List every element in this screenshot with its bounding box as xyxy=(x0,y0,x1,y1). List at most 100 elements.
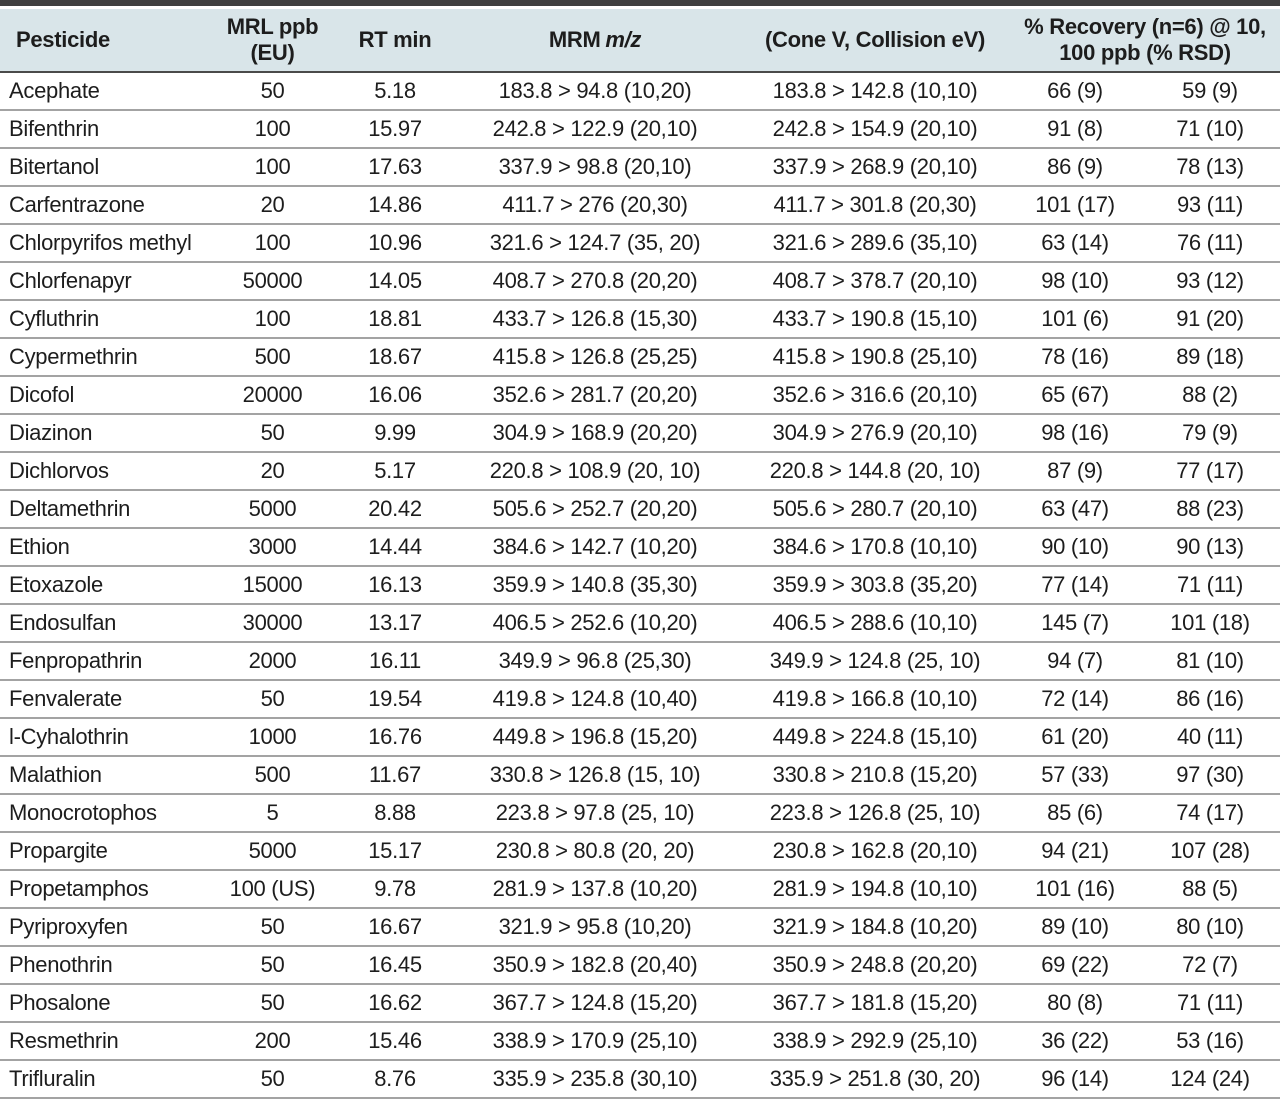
mrm-transition-1-cell: 352.6 > 281.7 (20,20) xyxy=(450,376,740,415)
recovery-100ppb-cell: 107 (28) xyxy=(1140,832,1280,871)
mrm-transition-2-cell: 352.6 > 316.6 (20,10) xyxy=(740,376,1010,415)
table-row: Trifluralin 50 8.76 335.9 > 235.8 (30,10) 33… xyxy=(0,1060,1280,1099)
recovery-100ppb-cell: 53 (16) xyxy=(1140,1022,1280,1061)
mrm-transition-2-cell: 350.9 > 248.8 (20,20) xyxy=(740,946,1010,985)
rt-cell: 5.17 xyxy=(340,452,450,491)
mrm-transition-1-cell: 330.8 > 126.8 (15, 10) xyxy=(450,756,740,795)
pesticide-cell: l-Cyhalothrin xyxy=(0,718,205,757)
mrm-transition-2-cell: 230.8 > 162.8 (20,10) xyxy=(740,832,1010,871)
rt-cell: 15.17 xyxy=(340,832,450,871)
recovery-100ppb-cell: 124 (24) xyxy=(1140,1060,1280,1099)
recovery-10ppb-cell: 94 (21) xyxy=(1010,832,1140,871)
header-mrm-label: MRM xyxy=(548,27,601,53)
table-row: Phenothrin 50 16.45 350.9 > 182.8 (20,40) 35… xyxy=(0,946,1280,985)
table-row: Etoxazole 15000 16.13 359.9 > 140.8 (35,30)… xyxy=(0,566,1280,605)
mrm-transition-1-cell: 183.8 > 94.8 (10,20) xyxy=(450,72,740,111)
table-row: Bifenthrin 100 15.97 242.8 > 122.9 (20,10) 2… xyxy=(0,110,1280,149)
mrm-transition-2-cell: 449.8 > 224.8 (15,10) xyxy=(740,718,1010,757)
mrm-transition-1-cell: 384.6 > 142.7 (10,20) xyxy=(450,528,740,567)
recovery-10ppb-cell: 63 (47) xyxy=(1010,490,1140,529)
table-row: Carfentrazone 20 14.86 411.7 > 276 (20,30) 4… xyxy=(0,186,1280,225)
mrm-transition-2-cell: 223.8 > 126.8 (25, 10) xyxy=(740,794,1010,833)
mrm-transition-1-cell: 406.5 > 252.6 (10,20) xyxy=(450,604,740,643)
mrl-cell: 100 xyxy=(205,148,340,187)
table-top-rule xyxy=(0,0,1280,6)
recovery-10ppb-cell: 98 (10) xyxy=(1010,262,1140,301)
rt-cell: 16.11 xyxy=(340,642,450,681)
pesticide-cell: Ethion xyxy=(0,528,205,567)
header-rt: RT min xyxy=(340,9,450,73)
mrm-transition-2-cell: 411.7 > 301.8 (20,30) xyxy=(740,186,1010,225)
mrm-transition-2-cell: 281.9 > 194.8 (10,10) xyxy=(740,870,1010,909)
mrm-transition-1-cell: 242.8 > 122.9 (20,10) xyxy=(450,110,740,149)
recovery-10ppb-cell: 66 (9) xyxy=(1010,72,1140,111)
mrl-cell: 50 xyxy=(205,414,340,453)
mrm-transition-1-cell: 321.9 > 95.8 (10,20) xyxy=(450,908,740,947)
rt-cell: 16.06 xyxy=(340,376,450,415)
recovery-100ppb-cell: 71 (11) xyxy=(1140,984,1280,1023)
recovery-100ppb-cell: 78 (13) xyxy=(1140,148,1280,187)
pesticide-cell: Chlorfenapyr xyxy=(0,262,205,301)
pesticide-cell: Endosulfan xyxy=(0,604,205,643)
mrm-transition-1-cell: 230.8 > 80.8 (20, 20) xyxy=(450,832,740,871)
rt-cell: 16.67 xyxy=(340,908,450,947)
pesticide-cell: Bifenthrin xyxy=(0,110,205,149)
mrl-cell: 50 xyxy=(205,72,340,111)
mrl-cell: 50 xyxy=(205,984,340,1023)
mrl-cell: 100 xyxy=(205,300,340,339)
pesticide-cell: Monocrotophos xyxy=(0,794,205,833)
mrl-cell: 20000 xyxy=(205,376,340,415)
rt-cell: 16.76 xyxy=(340,718,450,757)
table-row: Phosalone 50 16.62 367.7 > 124.8 (15,20) 367… xyxy=(0,984,1280,1023)
header-mrm-mz-label: m/z xyxy=(605,27,642,53)
mrm-transition-1-cell: 415.8 > 126.8 (25,25) xyxy=(450,338,740,377)
header-recovery-line1: % Recovery (n=6) @ 10, xyxy=(1024,14,1266,40)
recovery-10ppb-cell: 86 (9) xyxy=(1010,148,1140,187)
mrm-transition-2-cell: 321.6 > 289.6 (35,10) xyxy=(740,224,1010,263)
mrm-transition-2-cell: 338.9 > 292.9 (25,10) xyxy=(740,1022,1010,1061)
recovery-100ppb-cell: 71 (10) xyxy=(1140,110,1280,149)
mrm-transition-1-cell: 411.7 > 276 (20,30) xyxy=(450,186,740,225)
pesticide-cell: Pyriproxyfen xyxy=(0,908,205,947)
pesticide-cell: Phenothrin xyxy=(0,946,205,985)
mrl-cell: 100 xyxy=(205,224,340,263)
rt-cell: 16.62 xyxy=(340,984,450,1023)
mrm-transition-2-cell: 359.9 > 303.8 (35,20) xyxy=(740,566,1010,605)
table-header-row: Pesticide MRL ppb (EU) RT min MRM m/z (Co… xyxy=(0,9,1280,73)
recovery-100ppb-cell: 90 (13) xyxy=(1140,528,1280,567)
table-row: l-Cyhalothrin 1000 16.76 449.8 > 196.8 (15,… xyxy=(0,718,1280,757)
recovery-10ppb-cell: 101 (6) xyxy=(1010,300,1140,339)
recovery-10ppb-cell: 98 (16) xyxy=(1010,414,1140,453)
recovery-100ppb-cell: 76 (11) xyxy=(1140,224,1280,263)
mrm-transition-2-cell: 330.8 > 210.8 (15,20) xyxy=(740,756,1010,795)
pesticide-cell: Phosalone xyxy=(0,984,205,1023)
mrm-transition-1-cell: 367.7 > 124.8 (15,20) xyxy=(450,984,740,1023)
mrl-cell: 1000 xyxy=(205,718,340,757)
table-row: Ethion 3000 14.44 384.6 > 142.7 (10,20) 384.… xyxy=(0,528,1280,567)
pesticide-cell: Trifluralin xyxy=(0,1060,205,1099)
mrm-transition-1-cell: 304.9 > 168.9 (20,20) xyxy=(450,414,740,453)
recovery-10ppb-cell: 87 (9) xyxy=(1010,452,1140,491)
mrm-transition-1-cell: 223.8 > 97.8 (25, 10) xyxy=(450,794,740,833)
recovery-100ppb-cell: 89 (18) xyxy=(1140,338,1280,377)
mrl-cell: 100 xyxy=(205,110,340,149)
rt-cell: 15.97 xyxy=(340,110,450,149)
recovery-100ppb-cell: 86 (16) xyxy=(1140,680,1280,719)
recovery-100ppb-cell: 40 (11) xyxy=(1140,718,1280,757)
recovery-100ppb-cell: 91 (20) xyxy=(1140,300,1280,339)
table-row: Propetamphos 100 (US) 9.78 281.9 > 137.8 (1… xyxy=(0,870,1280,909)
mrm-transition-1-cell: 419.8 > 124.8 (10,40) xyxy=(450,680,740,719)
pesticide-cell: Resmethrin xyxy=(0,1022,205,1061)
mrm-transition-2-cell: 304.9 > 276.9 (20,10) xyxy=(740,414,1010,453)
recovery-100ppb-cell: 88 (2) xyxy=(1140,376,1280,415)
pesticide-cell: Cypermethrin xyxy=(0,338,205,377)
mrl-cell: 15000 xyxy=(205,566,340,605)
recovery-10ppb-cell: 101 (16) xyxy=(1010,870,1140,909)
mrm-transition-2-cell: 337.9 > 268.9 (20,10) xyxy=(740,148,1010,187)
rt-cell: 8.76 xyxy=(340,1060,450,1099)
mrm-transition-1-cell: 220.8 > 108.9 (20, 10) xyxy=(450,452,740,491)
mrm-transition-2-cell: 349.9 > 124.8 (25, 10) xyxy=(740,642,1010,681)
recovery-10ppb-cell: 101 (17) xyxy=(1010,186,1140,225)
mrm-transition-2-cell: 419.8 > 166.8 (10,10) xyxy=(740,680,1010,719)
